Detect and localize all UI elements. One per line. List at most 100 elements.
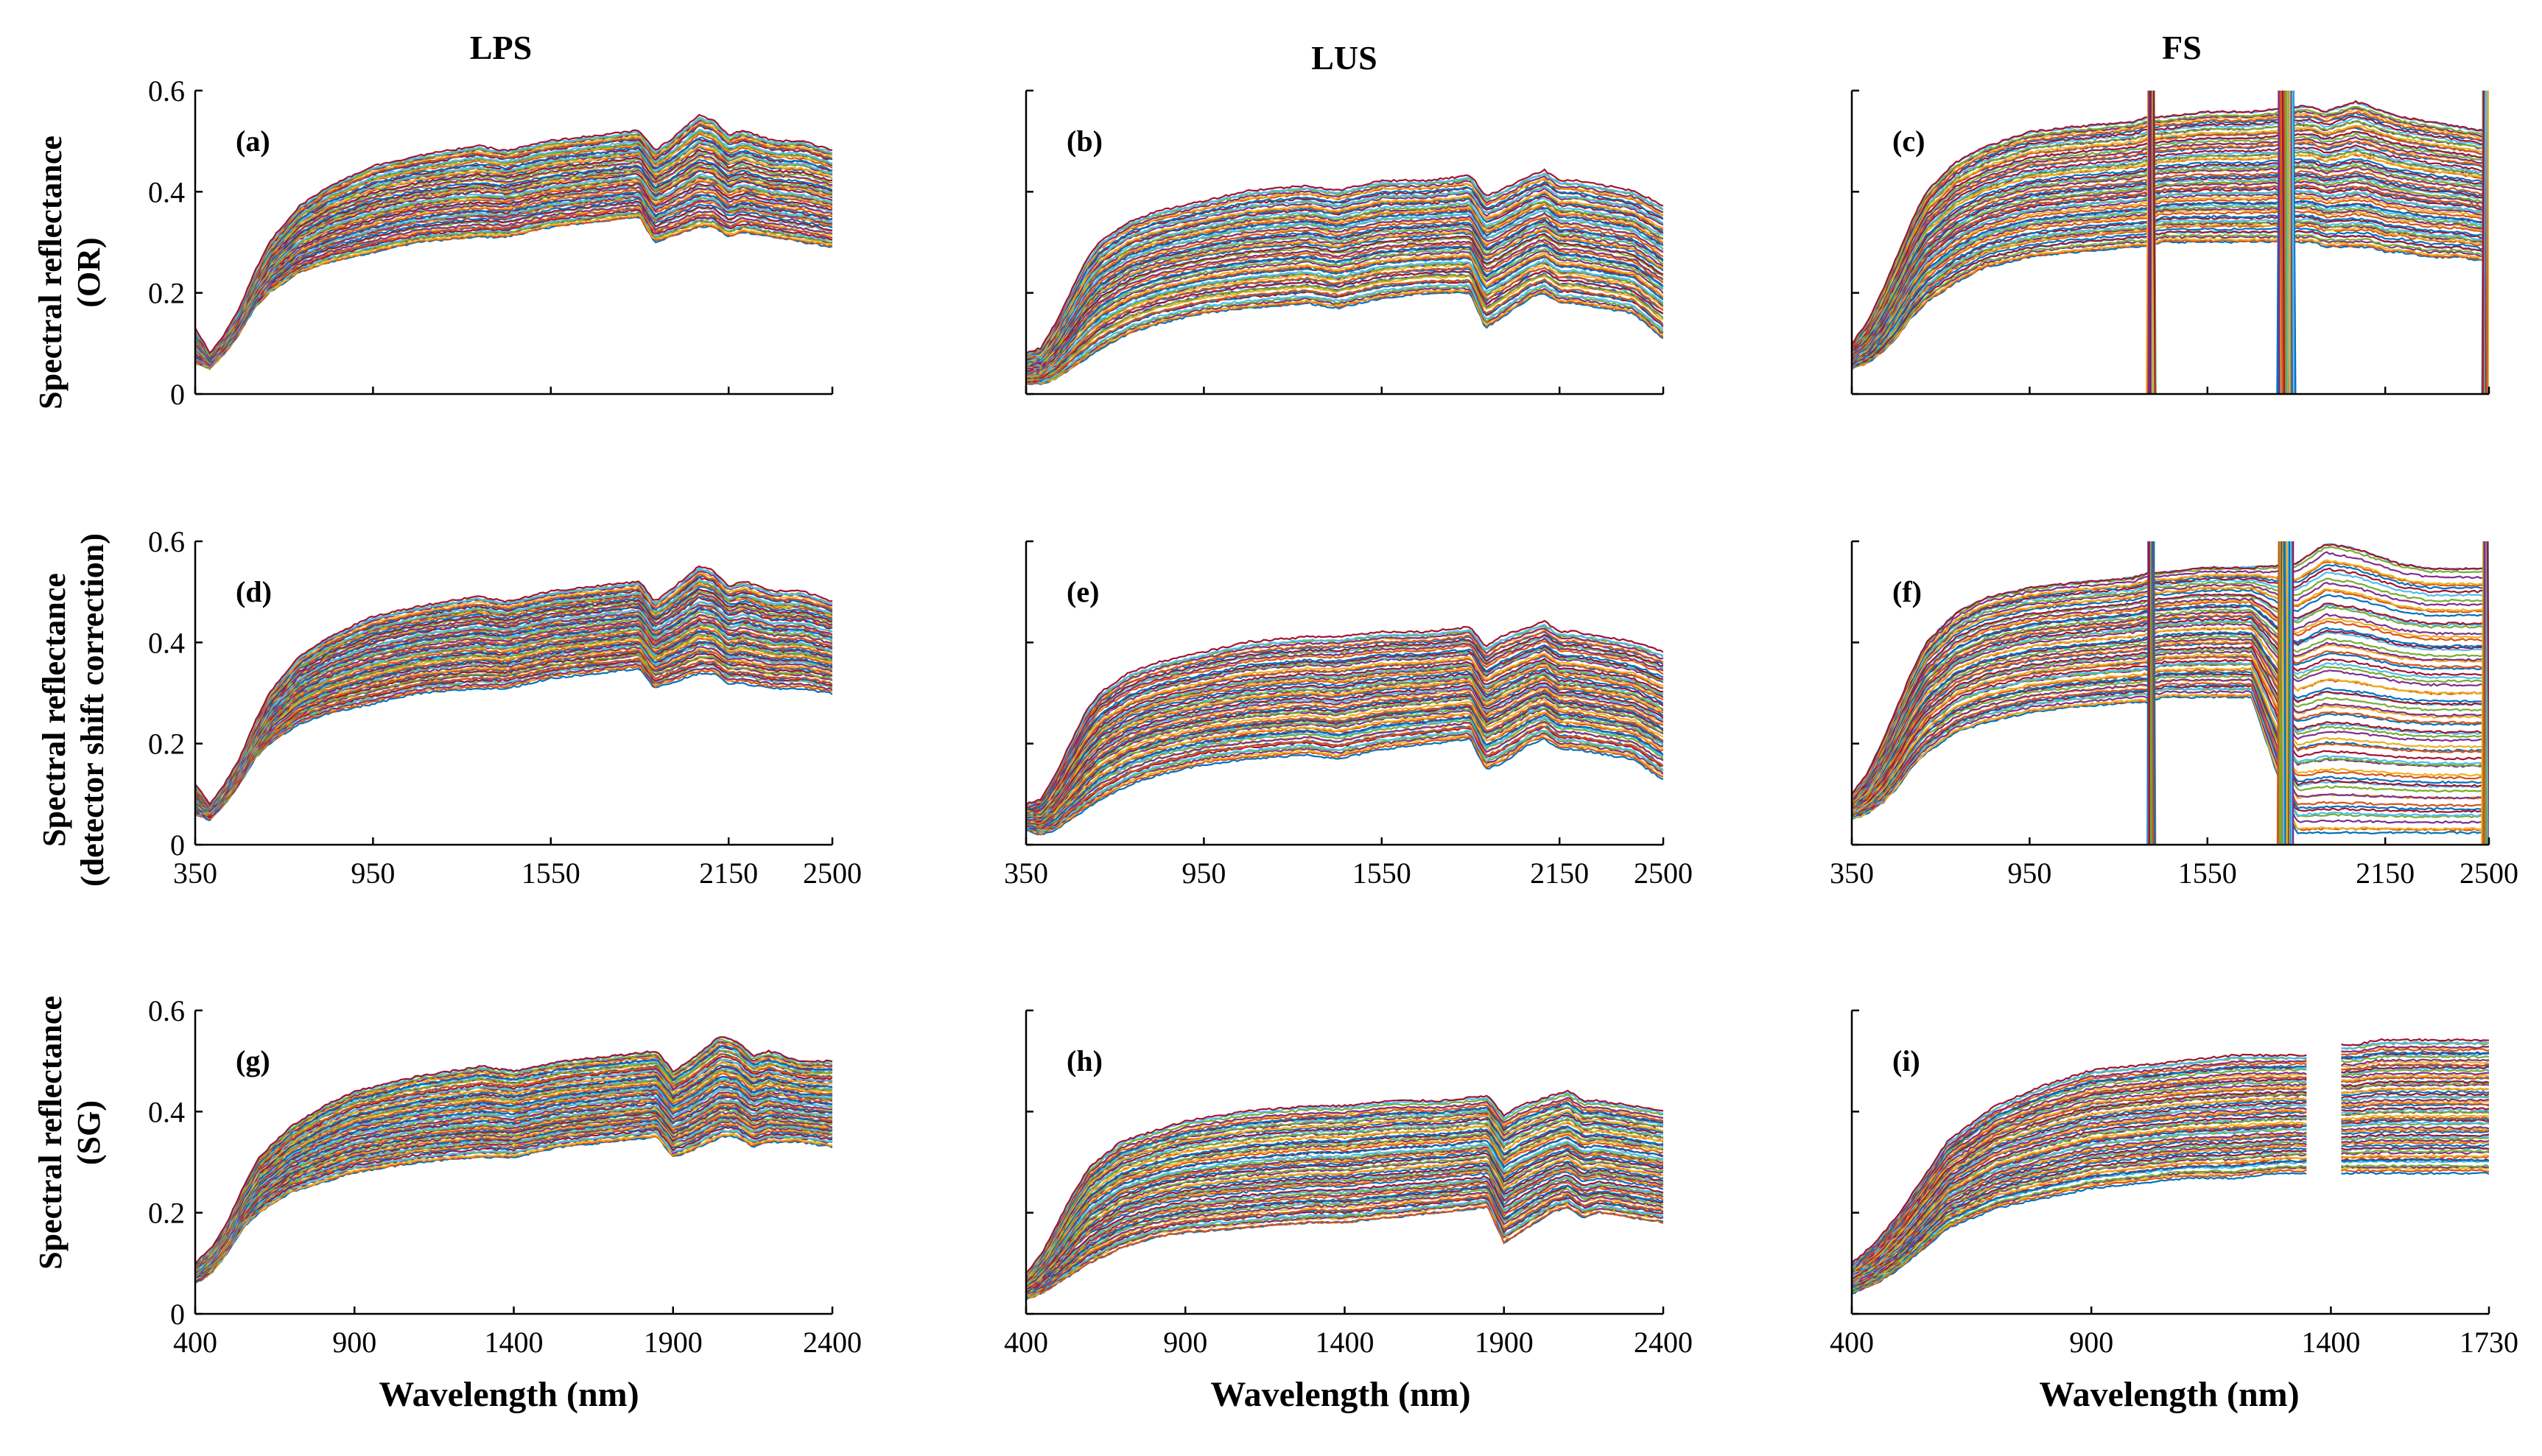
spectrum-line — [1852, 237, 2489, 370]
x-tick-label: 900 — [332, 1326, 376, 1359]
spectrum-line — [1852, 186, 2489, 360]
spectrum-line — [1852, 152, 2489, 354]
x-tick-label: 2150 — [1530, 857, 1589, 890]
x-tick-label: 400 — [173, 1326, 217, 1359]
x-tick-label: 2150 — [699, 857, 758, 890]
spectrum-line — [195, 154, 832, 359]
spectrum-line — [1026, 278, 1663, 382]
y-tick-label: 0 — [170, 829, 185, 862]
spectrum-line — [1026, 720, 1663, 830]
spectrum-line — [195, 1081, 832, 1274]
spectrum-line — [1852, 120, 2489, 348]
panel-a: 0 0.2 0.4 0.6 (a) — [148, 74, 834, 411]
spectrum-line — [1852, 672, 2489, 817]
series-lines-d — [195, 565, 832, 822]
spectrum-line — [1852, 693, 2489, 831]
spectrum-line — [1852, 645, 2489, 810]
spectrum-line — [1026, 1101, 1663, 1278]
y-tick-label: 0.6 — [148, 994, 185, 1027]
spectrum-line — [1026, 627, 1663, 807]
spectrum-line — [1026, 1167, 1663, 1291]
spectrum-line — [1026, 1178, 1663, 1293]
spectrum-line — [1852, 617, 2489, 806]
x-tick-label: 350 — [173, 857, 217, 890]
spectrum-line — [1026, 672, 1663, 817]
x-tick-label: 2400 — [1634, 1326, 1693, 1359]
spectrum-line — [1852, 219, 2489, 366]
spectrum-line — [1026, 1188, 1663, 1296]
spectrum-line — [195, 653, 832, 818]
spectrum-line — [1026, 1136, 1663, 1284]
spectrum-line — [1852, 637, 2489, 809]
spectrum-line — [1852, 650, 2489, 812]
spectrum-line — [1026, 653, 1663, 813]
spectrum-line — [1852, 1171, 2489, 1295]
xlabel-fs: Wavelength (nm) — [2039, 1375, 2300, 1414]
spectrum-line — [1026, 708, 1663, 827]
spectrum-line — [1852, 230, 2489, 367]
y-tick-label: 0.2 — [148, 277, 185, 310]
spectrum-line — [1852, 130, 2489, 349]
spectrum-line — [1852, 585, 2489, 800]
x-tick-label: 1730 — [2460, 1326, 2518, 1359]
spectrum-line — [1026, 1140, 1663, 1286]
panel-c: (c) — [1850, 89, 2490, 395]
spectrum-line — [1852, 227, 2489, 367]
spectrum-line — [1026, 1185, 1663, 1295]
spectrum-line — [1026, 644, 1663, 811]
spectrum-line — [1852, 1158, 2489, 1292]
panel-b: (b) — [1025, 89, 1665, 395]
spectrum-line — [1026, 225, 1663, 368]
spectrum-line — [1026, 1157, 1663, 1290]
spectrum-line — [1026, 230, 1663, 370]
x-tick-label: 1550 — [1352, 857, 1411, 890]
spectrum-line — [1852, 184, 2489, 359]
spectrum-line — [1026, 1191, 1663, 1296]
x-tick-label: 950 — [2007, 857, 2051, 890]
spectrum-line — [195, 1045, 832, 1266]
spectrum-line — [1852, 194, 2489, 361]
spectrum-line — [1026, 1205, 1663, 1298]
y-tick-label: 0.2 — [148, 1197, 185, 1230]
spectrum-line — [1852, 180, 2489, 359]
spectrum-line — [195, 617, 832, 814]
spectrum-line — [1026, 1144, 1663, 1285]
spectrum-line — [195, 1126, 832, 1283]
panel-label: (g) — [236, 1044, 270, 1077]
spectrum-line — [195, 665, 832, 820]
spectrum-line — [1852, 99, 2489, 345]
x-tick-label: 900 — [1163, 1326, 1207, 1359]
spectrum-line — [1852, 206, 2489, 364]
spectrum-line — [195, 1052, 832, 1268]
spectrum-line — [195, 601, 832, 809]
y-tick-label: 0.2 — [148, 728, 185, 761]
spectrum-line — [1852, 630, 2489, 808]
spectrum-line — [1026, 177, 1663, 356]
spectrum-line — [1026, 630, 1663, 808]
spectrum-line — [195, 139, 832, 358]
panel-i: 400 900 1400 1730 (i) — [1830, 1009, 2518, 1359]
spectrum-line — [1852, 661, 2489, 814]
spectrum-line — [1026, 1097, 1663, 1276]
spectrum-line — [1852, 233, 2489, 368]
panel-e: 350 950 1550 2150 2500 (e) — [1004, 540, 1693, 890]
spectrum-line — [195, 1069, 832, 1271]
spectrum-line — [1852, 635, 2489, 808]
panel-f: 350 950 1550 2150 2500 (f) — [1830, 540, 2518, 890]
noise-band — [2276, 91, 2297, 394]
spectrum-line — [1026, 1197, 1663, 1298]
y-tick-label: 0.4 — [148, 1095, 185, 1128]
spectrum-line — [1852, 200, 2489, 362]
spectrum-line — [195, 152, 832, 360]
spectrum-line — [1026, 1125, 1663, 1281]
spectrum-line — [1026, 1129, 1663, 1282]
spectrum-line — [1026, 1167, 1663, 1290]
spectrum-line — [195, 572, 832, 806]
spectrum-line — [1852, 619, 2489, 806]
spectrum-line — [1026, 234, 1663, 371]
spectrum-line — [1852, 658, 2489, 812]
spectrum-line — [1852, 597, 2489, 801]
spectrum-line — [195, 1086, 832, 1276]
spectrum-line — [1852, 621, 2489, 806]
